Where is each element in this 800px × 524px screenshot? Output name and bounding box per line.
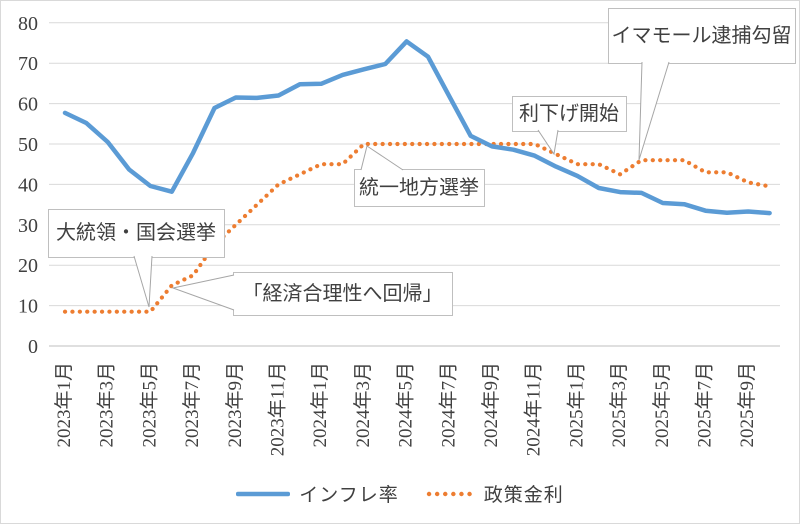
series-lines <box>62 39 772 314</box>
x-tick-label: 2023年3月 <box>96 362 118 448</box>
y-tick-label: 20 <box>18 255 38 277</box>
x-tick-label: 2025年9月 <box>736 362 758 448</box>
x-tick-label: 2023年5月 <box>138 362 160 448</box>
x-tick-label: 2024年7月 <box>437 362 459 448</box>
legend-item-inflation: インフレ率 <box>236 480 398 507</box>
annotation-callouts <box>48 8 796 316</box>
y-tick-label: 60 <box>18 94 38 116</box>
x-tick-label: 2025年1月 <box>565 362 587 448</box>
legend-item-policy-rate: 政策金利 <box>425 480 564 507</box>
x-tick-label: 2025年7月 <box>694 362 716 448</box>
callout-box <box>512 96 627 132</box>
x-tick-label: 2023年9月 <box>224 362 246 448</box>
inflation-line-sample-icon <box>236 491 291 496</box>
x-tick-label: 2025年5月 <box>651 362 673 448</box>
y-tick-label: 10 <box>18 296 38 318</box>
callout-wedge-fill <box>538 130 558 154</box>
x-tick-label: 2024年1月 <box>309 362 331 448</box>
callout-box <box>608 8 796 64</box>
legend: インフレ率 政策金利 <box>1 480 799 507</box>
x-tick-label: 2024年3月 <box>352 362 374 448</box>
x-tick-label: 2023年1月 <box>53 362 75 448</box>
callout-wedge-line <box>638 61 670 161</box>
x-axis-labels: 2023年1月 2023年3月 2023年5月 2023年7月 2023年9月 2023年… <box>53 362 758 456</box>
y-tick-label: 50 <box>18 134 38 156</box>
callout-wedge-fill <box>361 146 403 170</box>
callout-box <box>354 169 485 207</box>
callout-wedge-fill <box>134 256 152 307</box>
x-tick-label: 2024年9月 <box>480 362 502 448</box>
callout-wedge-line <box>133 255 153 308</box>
callout-box <box>233 272 453 316</box>
y-axis-labels: 0 10 20 30 40 50 60 70 80 <box>18 13 38 358</box>
y-tick-label: 80 <box>18 13 38 35</box>
callout-wedge-line <box>171 274 235 311</box>
policy-rate-line <box>62 141 772 314</box>
callout-wedge-line <box>537 129 559 156</box>
x-tick-label: 2023年11月 <box>267 362 289 456</box>
x-tick-label: 2024年11月 <box>523 362 545 456</box>
legend-label-policy-rate: 政策金利 <box>483 485 564 506</box>
callout-box <box>48 209 225 258</box>
y-tick-label: 0 <box>28 336 38 358</box>
x-tick-label: 2023年7月 <box>181 362 203 448</box>
y-tick-label: 70 <box>18 53 38 75</box>
legend-label-inflation: インフレ率 <box>299 485 399 506</box>
policy-rate-line-sample-icon <box>426 491 475 496</box>
inflation-line <box>62 39 772 216</box>
y-tick-label: 30 <box>18 215 38 237</box>
callout-wedge-line <box>360 145 404 171</box>
x-tick-label: 2024年5月 <box>395 362 417 448</box>
x-tick-label: 2025年3月 <box>608 362 630 448</box>
callout-wedge-fill <box>173 275 234 310</box>
y-tick-label: 40 <box>18 174 38 196</box>
